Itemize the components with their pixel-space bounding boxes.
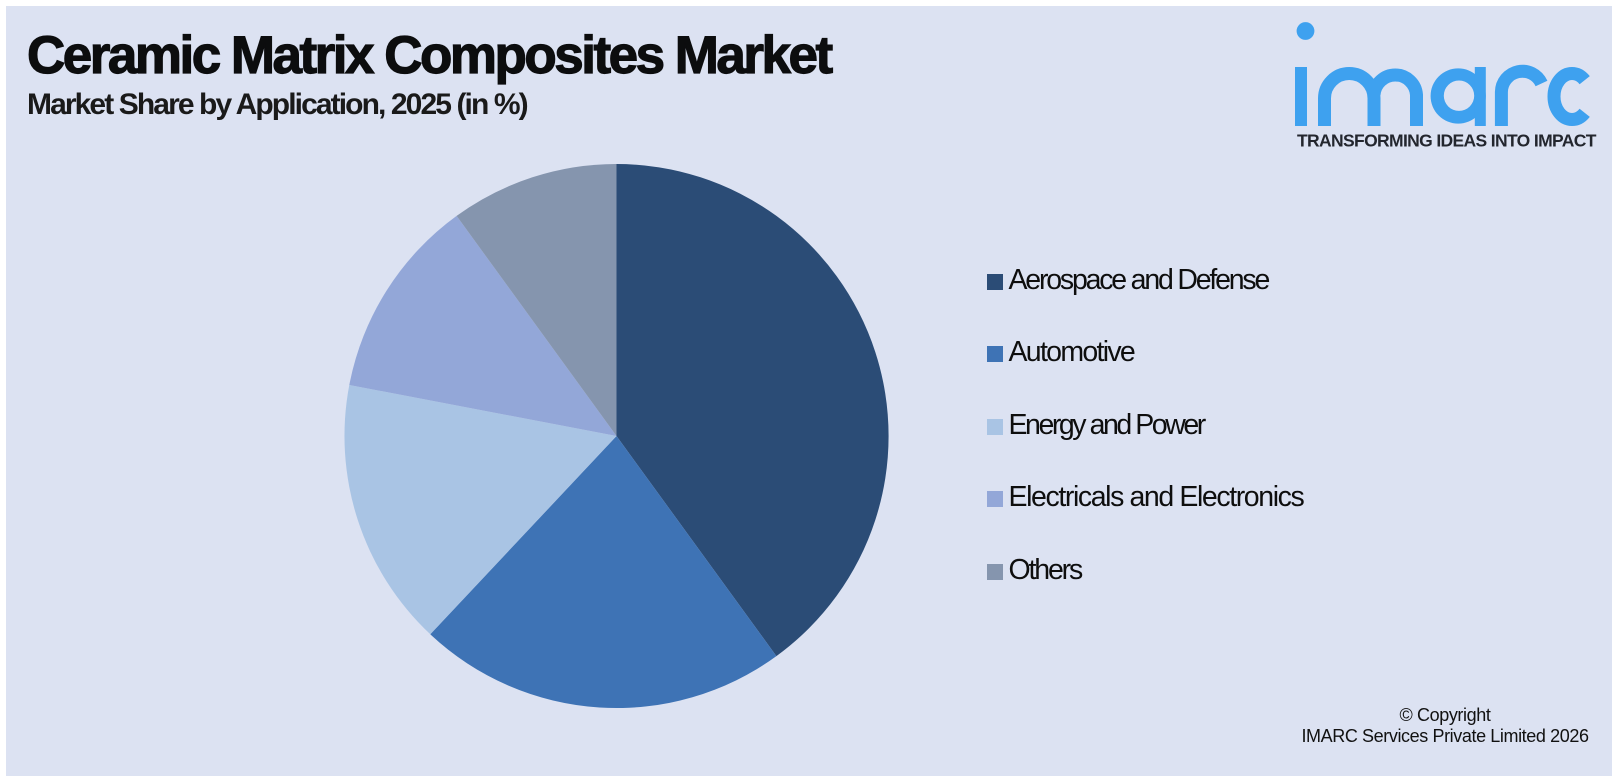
svg-text:TRANSFORMING IDEAS INTO IMPACT: TRANSFORMING IDEAS INTO IMPACT [1297,131,1597,151]
